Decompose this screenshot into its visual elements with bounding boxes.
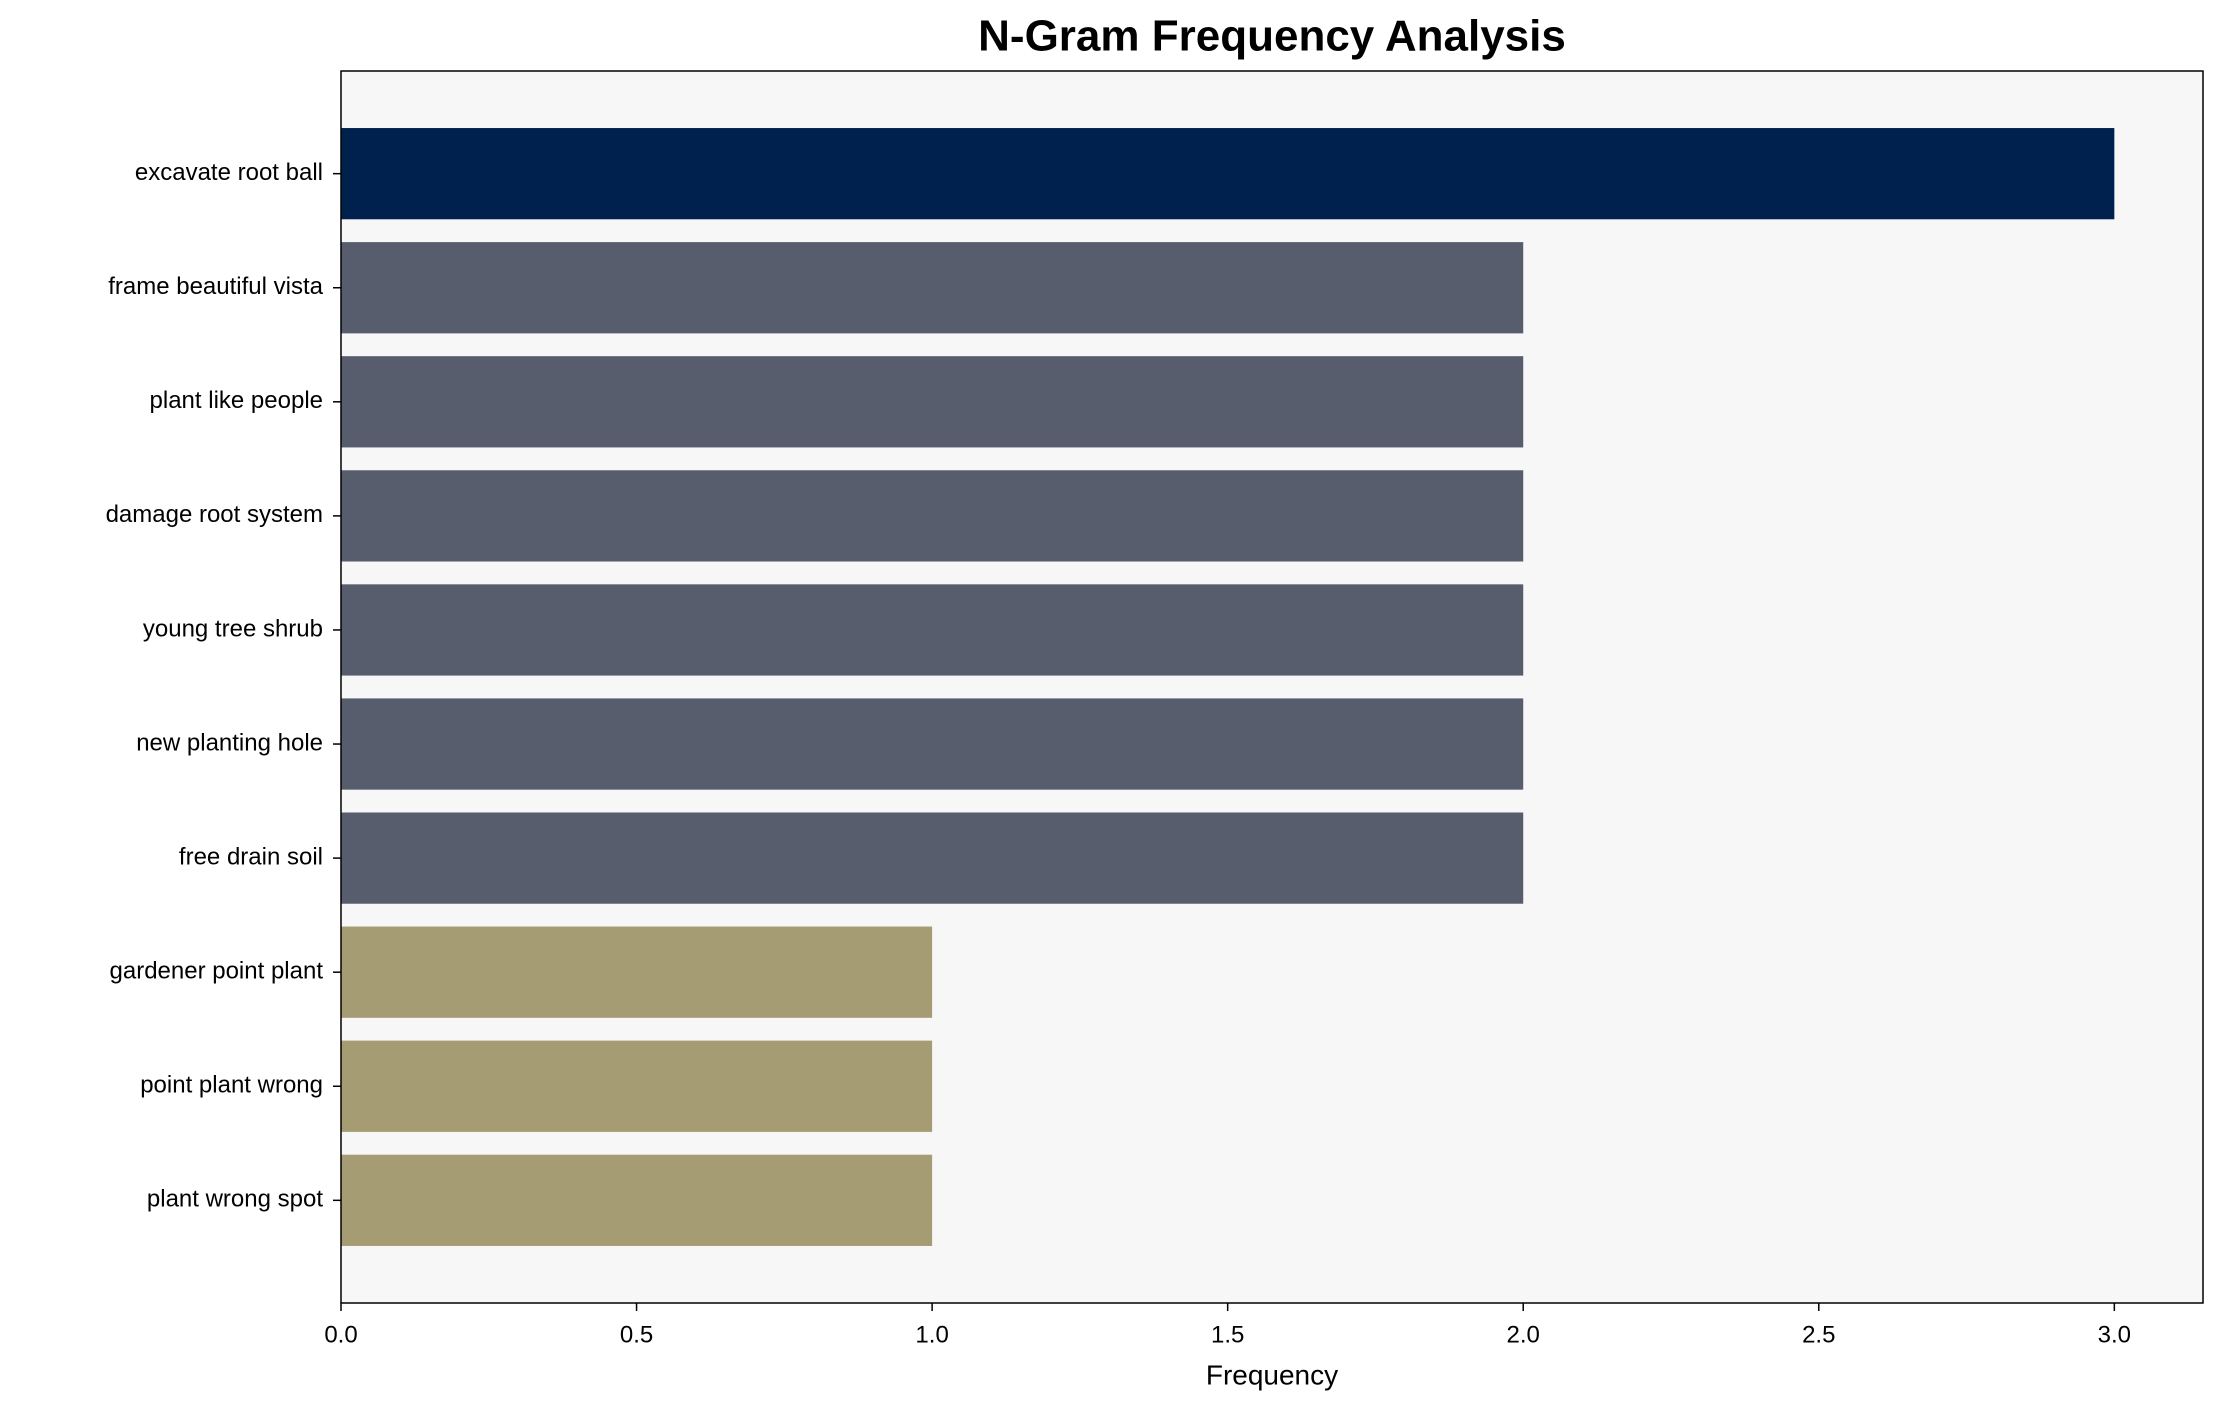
- bar: [341, 128, 2115, 220]
- x-tick-label: 0.5: [620, 1321, 653, 1348]
- y-tick-label: frame beautiful vista: [108, 273, 323, 300]
- y-tick-label: young tree shrub: [143, 615, 323, 642]
- y-tick-label: excavate root ball: [135, 159, 323, 186]
- y-tick-label: plant like people: [150, 387, 323, 414]
- x-axis-label: Frequency: [1206, 1359, 1338, 1390]
- x-tick-label: 0.0: [324, 1321, 357, 1348]
- y-tick-label: free drain soil: [179, 843, 323, 870]
- bar: [341, 1040, 933, 1132]
- x-tick-label: 1.5: [1211, 1321, 1244, 1348]
- bar: [341, 1154, 933, 1246]
- bar: [341, 926, 933, 1018]
- plot-frame: [340, 70, 2204, 1304]
- x-tick-label: 2.0: [1507, 1321, 1540, 1348]
- chart-title: N-Gram Frequency Analysis: [978, 12, 1566, 61]
- y-tick-label: damage root system: [106, 501, 323, 528]
- y-tick-label: new planting hole: [136, 729, 323, 756]
- bar: [341, 242, 1524, 334]
- x-tick-label: 2.5: [1802, 1321, 1835, 1348]
- bar: [341, 356, 1524, 448]
- y-tick-label: gardener point plant: [110, 958, 324, 985]
- x-tick-label: 3.0: [2098, 1321, 2131, 1348]
- bar: [341, 584, 1524, 676]
- bar: [341, 812, 1524, 904]
- y-tick-label: point plant wrong: [140, 1072, 323, 1099]
- x-tick-label: 1.0: [915, 1321, 948, 1348]
- bar: [341, 698, 1524, 790]
- bar: [341, 470, 1524, 562]
- y-tick-label: plant wrong spot: [147, 1186, 323, 1213]
